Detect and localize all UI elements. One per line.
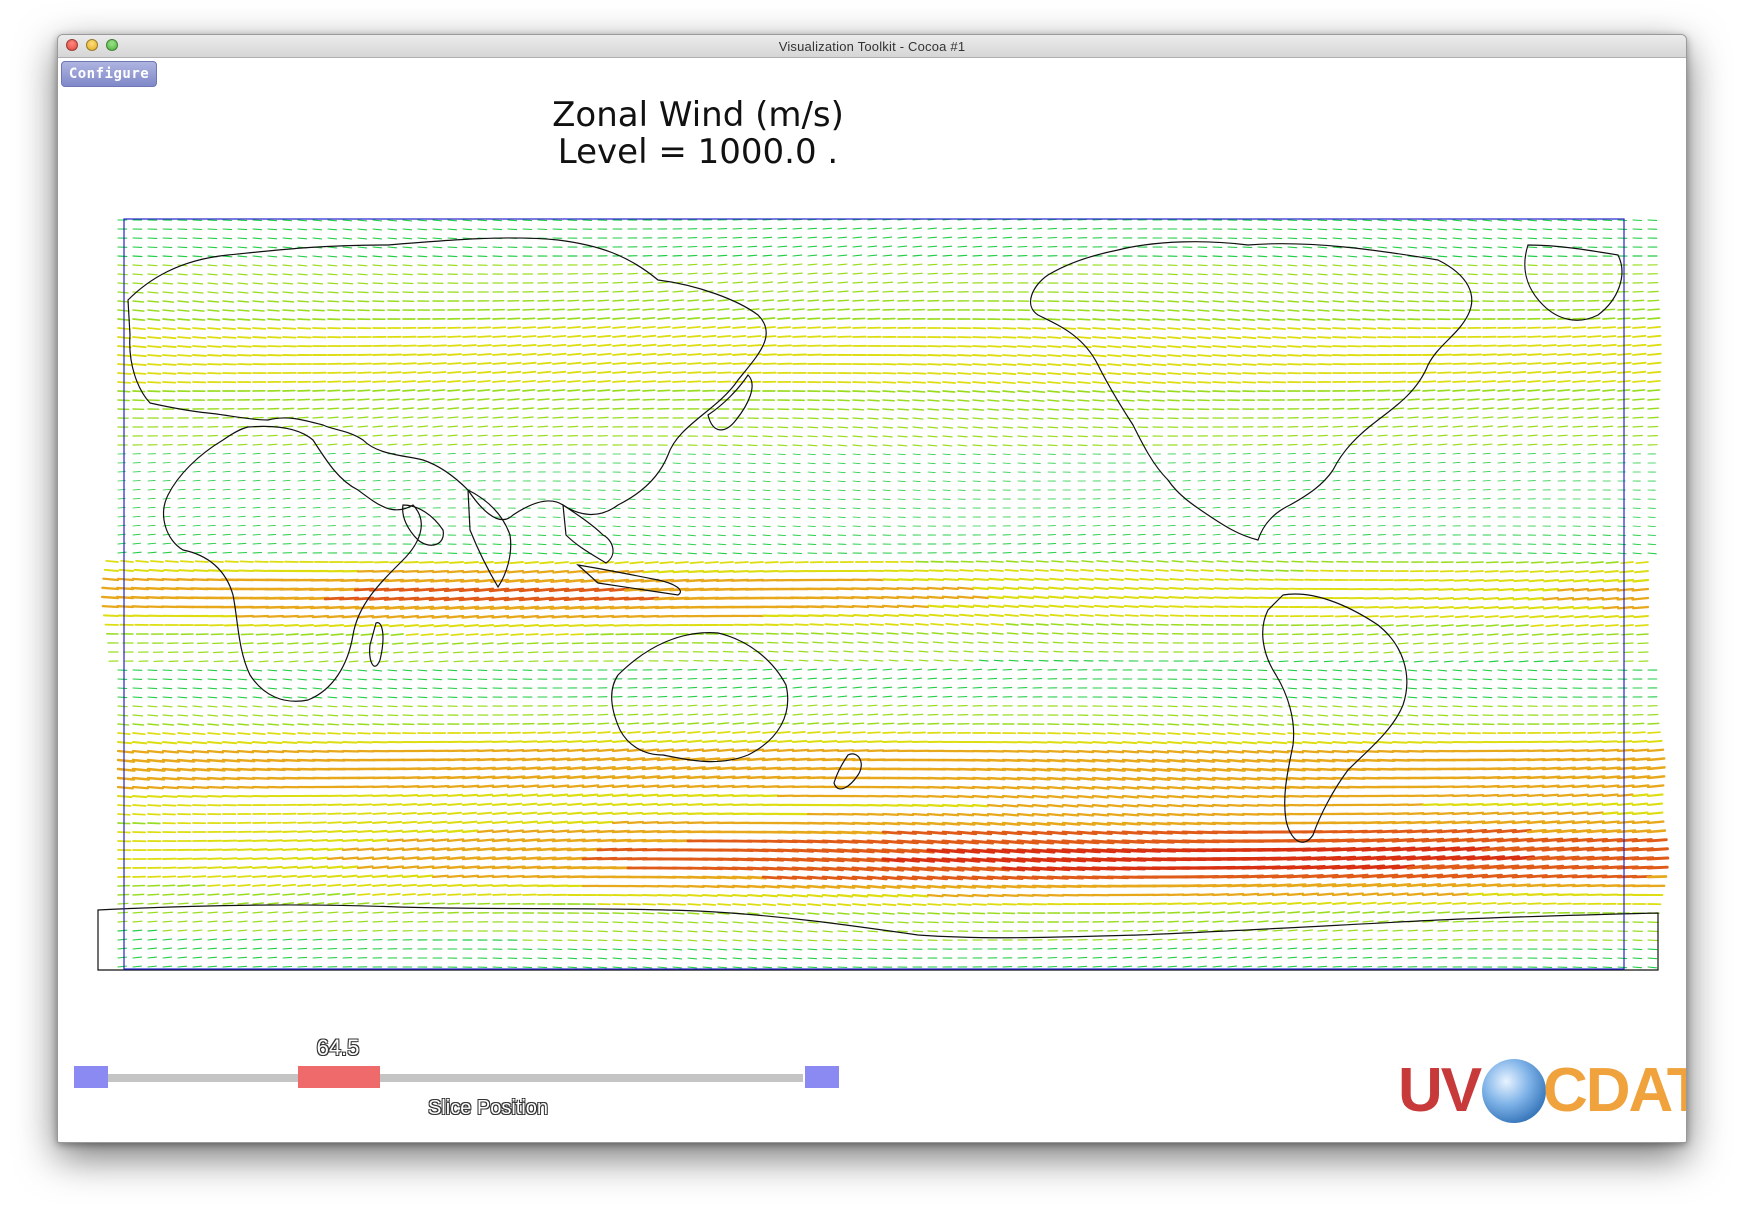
slice-position-value: 64.5 bbox=[316, 1035, 360, 1060]
slider-right-end-cap[interactable] bbox=[805, 1066, 839, 1088]
vtk-window: Visualization Toolkit - Cocoa #1 Configu… bbox=[57, 34, 1687, 1143]
coastline-australia bbox=[611, 632, 789, 763]
map-frame bbox=[123, 218, 1625, 970]
plot-subtitle-level: Level = 1000.0 . bbox=[557, 132, 839, 172]
coastline-japan bbox=[707, 374, 753, 431]
wind-vector-map[interactable] bbox=[58, 35, 1686, 1142]
uvcdat-logo: UV CDAT bbox=[1398, 1053, 1686, 1129]
coastline-europe-asia bbox=[127, 237, 767, 521]
close-window-icon[interactable] bbox=[66, 39, 78, 51]
plot-title: Zonal Wind (m/s) bbox=[552, 95, 844, 135]
title-bar[interactable]: Visualization Toolkit - Cocoa #1 bbox=[58, 35, 1686, 58]
slice-position-label: Slice Position bbox=[427, 1097, 549, 1119]
window-title: Visualization Toolkit - Cocoa #1 bbox=[778, 39, 966, 54]
slice-position-slider-thumb[interactable] bbox=[298, 1066, 380, 1088]
coastline-outlines bbox=[97, 237, 1659, 971]
window-controls bbox=[66, 39, 118, 51]
coastline-madagascar bbox=[369, 622, 384, 667]
coastline-southeast-asia bbox=[562, 503, 614, 564]
coastline-antarctica bbox=[97, 904, 1659, 971]
wind-vector-field bbox=[100, 218, 1670, 969]
logo-text-uv: UV bbox=[1398, 1056, 1482, 1125]
coastline-north-america bbox=[1030, 241, 1473, 541]
coastline-arabia bbox=[402, 504, 444, 546]
coastline-india bbox=[467, 489, 512, 589]
coastline-greenland bbox=[1524, 244, 1623, 321]
slider-left-end-cap[interactable] bbox=[74, 1066, 108, 1088]
logo-text-cdat: CDAT bbox=[1543, 1056, 1687, 1125]
globe-icon bbox=[1482, 1059, 1546, 1123]
coastline-new-zealand bbox=[833, 753, 862, 790]
slice-position-slider-track[interactable] bbox=[103, 1074, 803, 1082]
zoom-window-icon[interactable] bbox=[106, 39, 118, 51]
coastline-africa bbox=[163, 425, 422, 702]
minimize-window-icon[interactable] bbox=[86, 39, 98, 51]
coastline-indonesia bbox=[576, 564, 681, 596]
coastline-south-america bbox=[1262, 593, 1408, 843]
configure-button[interactable]: Configure bbox=[61, 61, 157, 87]
